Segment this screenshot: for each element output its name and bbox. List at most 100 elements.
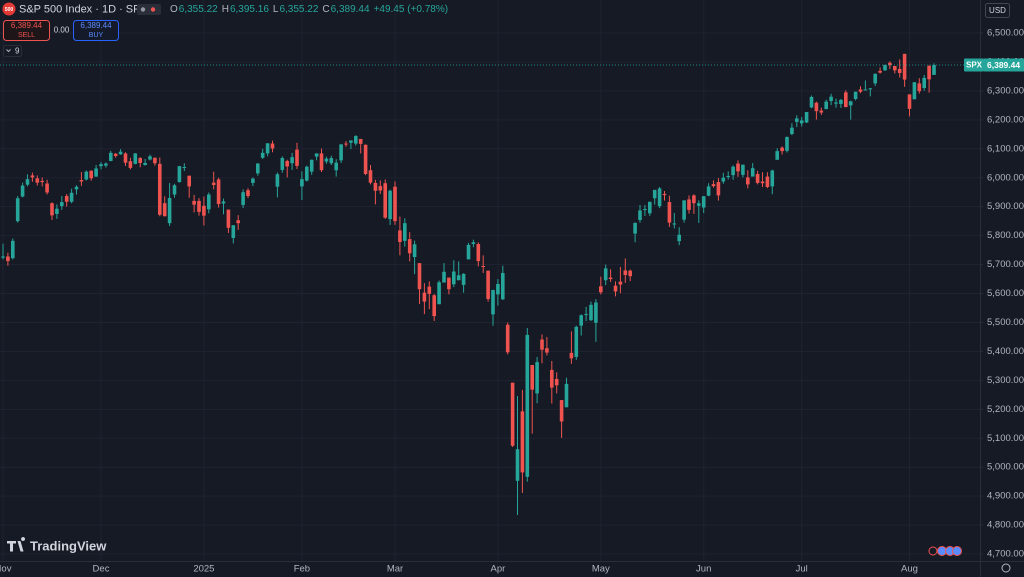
candle-body — [79, 180, 84, 182]
candle-body — [329, 158, 334, 164]
candle-body — [829, 96, 833, 102]
candle-body — [383, 183, 387, 218]
candle-body — [486, 270, 490, 300]
buy-button[interactable] — [73, 20, 119, 41]
y-tick-label: 5,600.00 — [987, 288, 1024, 299]
candle-body — [706, 186, 711, 196]
candle-body — [358, 138, 363, 144]
candle-body — [138, 158, 142, 163]
candle-body — [55, 208, 59, 214]
candle-body — [853, 91, 858, 99]
indicators-toggle[interactable]: 9 — [3, 45, 22, 57]
candle-body — [99, 164, 103, 167]
candle-body — [564, 383, 569, 408]
candle-body — [814, 102, 819, 112]
sell-button[interactable] — [3, 20, 50, 41]
candle-body — [902, 53, 907, 80]
market-status[interactable] — [137, 4, 161, 15]
event-icon[interactable] — [952, 546, 962, 556]
x-tick-label: Nov — [0, 564, 12, 575]
candle-body — [824, 101, 828, 110]
candle-body — [775, 151, 779, 160]
candle-body — [109, 152, 113, 161]
y-tick-label: 5,500.00 — [987, 317, 1024, 328]
candle-body — [844, 92, 848, 108]
candle-body — [368, 170, 373, 183]
header: 500 S&P 500 Index · 1D · SP O 6,355.22 H 6,… — [2, 2, 448, 16]
candle-body — [11, 240, 15, 259]
candle-body — [535, 362, 539, 394]
candle-body — [30, 175, 35, 178]
candle-body — [476, 244, 481, 262]
watermark-text: TradingView — [30, 538, 107, 553]
candle-body — [652, 189, 657, 199]
buy-price: 6,389.44 — [80, 21, 112, 30]
candle-body — [442, 271, 446, 283]
candle-body — [648, 201, 652, 214]
candle-body — [354, 136, 358, 144]
candle-body — [270, 143, 275, 149]
candle-body — [633, 222, 637, 234]
x-tick-label: Aug — [901, 564, 918, 575]
candle-body — [530, 365, 534, 390]
candle-body — [251, 178, 255, 183]
candle-body — [148, 156, 152, 160]
ohlc-key: C — [322, 4, 329, 15]
candle-body — [118, 151, 123, 155]
candle-body — [785, 136, 789, 151]
chevron-icon — [6, 49, 11, 53]
candle-body — [427, 286, 432, 294]
candle-body — [422, 292, 427, 302]
tv-logo — [7, 537, 26, 552]
indicators-chip[interactable] — [3, 45, 22, 57]
candle-body — [584, 314, 588, 316]
candle-body — [256, 163, 260, 174]
buy-label: BUY — [89, 32, 104, 39]
price-tag-symbol: SPX — [966, 61, 983, 70]
candle-body — [35, 178, 40, 183]
candle-body — [211, 182, 216, 185]
candle-body — [873, 73, 877, 84]
y-tick-label: 6,100.00 — [987, 143, 1024, 154]
candle-body — [197, 200, 201, 212]
y-tick-label: 6,500.00 — [987, 28, 1024, 39]
candle-body — [226, 209, 231, 228]
candle-body — [128, 161, 133, 168]
candle-body — [594, 302, 598, 323]
ohlc-key: H — [222, 4, 229, 15]
candle-body — [403, 223, 407, 241]
candle-body — [471, 242, 476, 245]
ohlc-key: O — [170, 4, 178, 15]
candle-body — [349, 140, 353, 143]
symbol-title[interactable]: S&P 500 Index · 1D · SP — [19, 3, 140, 15]
candle-body — [545, 348, 549, 353]
event-icon[interactable] — [928, 546, 938, 556]
candle-body — [701, 196, 706, 208]
candle-body — [746, 177, 750, 185]
candle-body — [207, 194, 211, 210]
candle-body — [893, 66, 897, 71]
candle-body — [143, 162, 147, 165]
candle-body — [393, 186, 397, 222]
candle-body — [765, 176, 770, 187]
ohlc-value: 6,355.22 — [279, 4, 318, 15]
candle-body — [74, 186, 79, 190]
candle-body — [525, 334, 530, 477]
candle-body — [795, 118, 799, 122]
currency-selector[interactable]: USD — [985, 3, 1010, 18]
candle-body — [412, 244, 417, 258]
candle-body — [172, 185, 177, 195]
y-tick-label: 4,900.00 — [987, 491, 1024, 502]
y-tick-label: 4,700.00 — [987, 549, 1024, 560]
candle-body — [657, 188, 662, 207]
candle-body — [113, 153, 118, 157]
candle-body — [25, 179, 30, 185]
candle-body — [505, 324, 510, 353]
candle-body — [182, 167, 187, 169]
currency-box[interactable] — [985, 3, 1010, 18]
x-tick-label: Mar — [387, 564, 403, 575]
settings-icon[interactable] — [1001, 563, 1011, 573]
candle-body — [848, 101, 853, 106]
candle-body — [613, 285, 618, 292]
